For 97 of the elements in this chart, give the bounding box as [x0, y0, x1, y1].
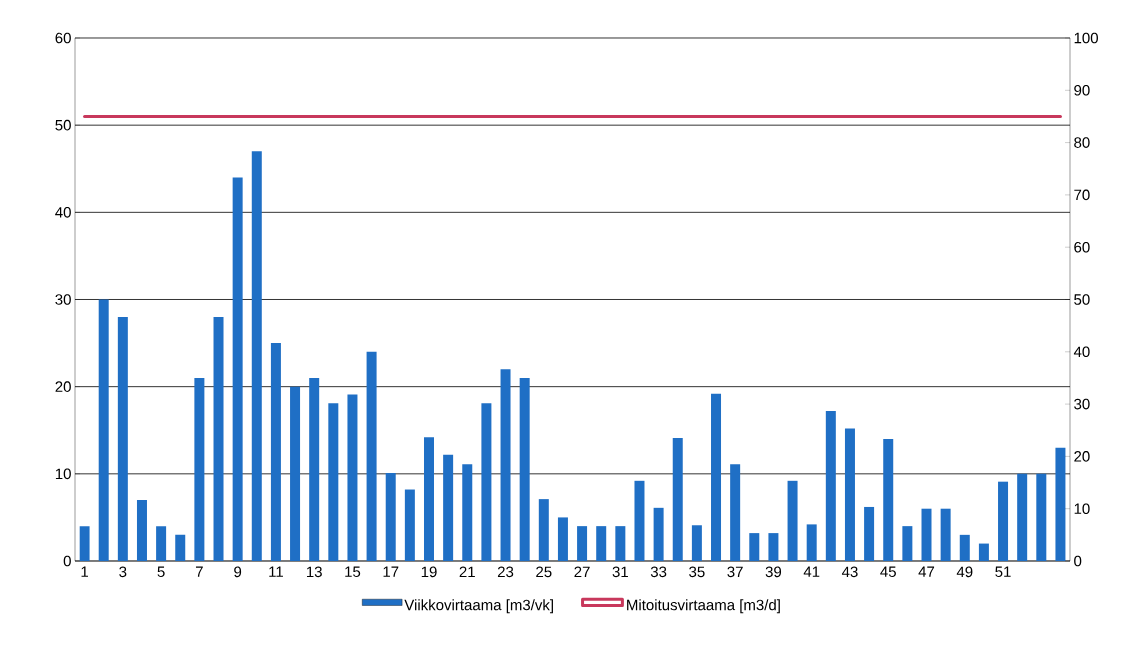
x-tick-label: 31	[612, 566, 628, 578]
bar	[481, 403, 492, 561]
x-tick-label: 23	[497, 566, 514, 578]
x-tick-label: 41	[803, 566, 820, 577]
x-tick-label: 3	[119, 566, 127, 578]
bar	[519, 377, 530, 561]
y2-tick-label: 10	[1074, 503, 1090, 514]
bar	[156, 526, 167, 561]
x-tick-label: 17	[383, 566, 399, 577]
bar	[940, 508, 951, 561]
bar	[309, 377, 320, 561]
bar	[921, 508, 932, 561]
x-tick-label: 19	[421, 566, 437, 578]
x-tick-label: 1	[81, 566, 89, 577]
bar	[883, 438, 894, 561]
x-tick-label: 39	[765, 566, 782, 578]
bar	[347, 394, 358, 561]
x-tick-label: 33	[650, 566, 667, 578]
y2-tick-label: 0	[1074, 555, 1082, 567]
x-tick-label: 43	[841, 566, 858, 578]
bar	[1055, 447, 1066, 561]
x-tick-label: 13	[306, 566, 322, 578]
bar	[117, 316, 128, 561]
y-tick-label: 40	[55, 207, 71, 218]
bar	[902, 526, 913, 561]
x-tick-label: 35	[689, 566, 705, 578]
bar	[634, 480, 645, 561]
bar	[385, 472, 396, 561]
x-tick-label: 7	[195, 566, 203, 577]
bar	[787, 480, 798, 561]
x-tick-label: 25	[536, 566, 552, 578]
y-tick-label: 0	[63, 555, 71, 567]
y2-tick-label: 30	[1074, 398, 1090, 410]
bar	[672, 438, 683, 561]
y2-tick-label: 60	[1074, 241, 1090, 253]
x-tick-label: 11	[269, 566, 283, 577]
bar	[1036, 473, 1047, 561]
x-tick-label: 37	[727, 566, 743, 578]
bar	[328, 403, 339, 561]
bar	[978, 543, 989, 561]
y2-tick-label: 100	[1074, 32, 1098, 44]
bar	[844, 428, 855, 561]
bar	[462, 464, 473, 561]
x-tick-label: 47	[918, 566, 935, 577]
bar	[404, 489, 415, 561]
y-tick-label: 20	[55, 381, 71, 392]
bar	[768, 533, 779, 561]
x-tick-label: 45	[880, 566, 896, 577]
bar	[538, 499, 549, 561]
x-tick-label: 49	[956, 566, 973, 578]
legend-label: Viikkovirtaama [m3/vk]	[404, 599, 553, 614]
bar	[577, 526, 588, 561]
x-tick-label: 9	[234, 566, 242, 578]
bar	[136, 499, 147, 561]
x-tick-label: 15	[345, 566, 361, 577]
bar	[443, 454, 454, 561]
bar	[749, 533, 760, 561]
bar	[730, 464, 741, 561]
y2-tick-label: 20	[1074, 451, 1090, 462]
bar	[1017, 473, 1028, 561]
y2-tick-label: 90	[1074, 84, 1090, 96]
bar	[825, 411, 836, 561]
x-tick-label: 5	[157, 566, 165, 577]
y-tick-label: 50	[55, 119, 71, 131]
x-tick-label: 51	[995, 566, 1011, 577]
bar	[653, 507, 664, 561]
y-tick-label: 60	[55, 32, 71, 44]
bar	[194, 377, 205, 561]
bar	[615, 526, 626, 561]
y-tick-label: 30	[55, 294, 71, 305]
bar	[806, 524, 817, 561]
bar	[864, 506, 875, 561]
x-tick-label: 27	[574, 566, 590, 578]
bar	[290, 386, 301, 561]
bar	[500, 369, 511, 561]
bar	[232, 177, 243, 561]
bar	[959, 534, 970, 561]
bar	[998, 481, 1009, 561]
legend-label: Mitoitusvirtaama [m3/d]	[627, 599, 780, 614]
bar	[175, 534, 186, 561]
bar	[557, 517, 568, 561]
bar	[213, 316, 224, 561]
y2-tick-label: 50	[1074, 294, 1090, 305]
y2-tick-label: 80	[1074, 137, 1090, 148]
y2-tick-label: 40	[1073, 346, 1090, 358]
bar	[98, 299, 109, 561]
bar	[596, 526, 607, 561]
bar	[79, 526, 90, 561]
bar	[424, 437, 434, 561]
y-tick-label: 10	[55, 468, 71, 480]
bar	[711, 393, 722, 561]
bar	[366, 351, 377, 561]
bar	[691, 525, 702, 561]
bar	[270, 343, 281, 561]
x-tick-label: 21	[459, 566, 475, 578]
bar	[251, 151, 262, 561]
y2-tick-label: 70	[1074, 189, 1090, 201]
